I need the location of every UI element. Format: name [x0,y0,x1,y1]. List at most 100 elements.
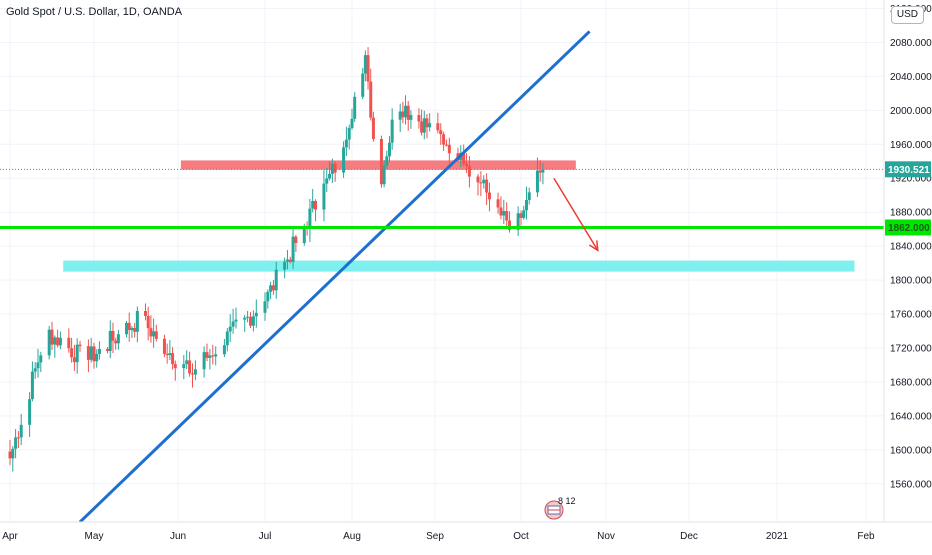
candle-body [288,259,292,262]
candle [527,187,531,205]
candle [285,249,289,270]
candle-body [185,360,189,365]
candle-body [214,354,218,357]
candle [243,314,247,332]
candle [314,199,318,222]
candle [173,360,177,381]
candle-body [353,96,357,119]
candle-body [522,210,526,218]
candle [401,101,405,124]
candle [75,338,79,374]
price-tick-label: 2040.000 [890,72,932,83]
candle [538,160,542,182]
candle [28,392,32,438]
candle [271,279,275,295]
currency-button[interactable]: USD [890,6,924,24]
candle [462,144,466,167]
candle [114,337,118,350]
candle-body [133,327,137,332]
candle [146,306,150,341]
price-tick-label: 1680.000 [890,377,932,388]
forecast-arrow [553,177,599,251]
candle [78,340,82,352]
candle [154,324,158,342]
candle [202,346,206,378]
candle [193,360,197,381]
candle-body [535,170,539,193]
time-tick-label: Apr [2,531,18,542]
candle [39,351,43,373]
candle [342,141,346,178]
candle [246,310,250,323]
candle [311,188,315,213]
candle-body [211,355,215,357]
candle [53,335,57,358]
candle [330,158,334,183]
candle-body [479,182,483,184]
forecast-arrow-head [588,240,599,252]
candle [502,199,506,225]
candle-body [314,201,318,210]
candle [133,322,137,338]
candle-body [436,123,440,131]
candle-body [222,345,226,355]
candle-body [8,451,12,459]
candle [254,299,258,328]
candle [111,322,115,354]
candle-body [39,355,43,363]
candle [325,167,329,193]
time-tick-label: Jul [259,531,272,542]
candle-body [447,144,451,154]
candle-body [108,330,112,352]
time-axis[interactable]: Apr May Jun Jul Aug Sep Oct Nov Dec 2021 Feb [0,521,932,550]
candle [89,337,93,363]
candle [347,124,351,150]
candle [11,446,15,472]
candle-body [344,139,348,148]
candle-body [202,352,206,370]
candle [263,292,267,321]
event-flag[interactable]: 8 12 [544,496,576,520]
support-zone [63,260,855,272]
candle [541,163,545,185]
price-tick-label: 1920.000 [890,174,932,185]
price-tick-label: 2080.000 [890,38,932,49]
candle [499,196,503,220]
candle [208,349,212,370]
price-tick-label: 1720.000 [890,344,932,355]
candle [162,334,166,358]
candle [14,429,18,459]
price-tick-label: 1960.000 [890,140,932,151]
candle [143,303,147,321]
candle [97,341,101,360]
price-axis[interactable]: 1560.000 1600.000 1640.000 1680.000 1720.000… [883,0,932,550]
candle-body [171,353,175,365]
candle-body [95,354,99,362]
time-tick-label: Dec [680,531,698,542]
candle-body [519,213,523,218]
candle [86,339,90,373]
candle [130,325,134,339]
candle [70,337,74,363]
candle-body [487,192,491,200]
candle-body [294,236,298,244]
candle-body [92,346,96,362]
price-tick-label: 1880.000 [890,208,932,219]
candle-body [154,331,158,339]
candle-body [208,355,212,358]
candle-body [149,328,153,337]
candle-body [420,121,424,133]
candle [251,310,255,332]
candle-body [325,178,329,184]
price-tick-label: 2000.000 [890,106,932,117]
candle [420,109,424,136]
candle-body [291,236,295,262]
candle [482,175,486,189]
candle [16,431,20,449]
candle-body [508,220,512,230]
candle [152,318,156,348]
candle [398,103,402,132]
support-price-tag: 1862.000 [885,219,931,236]
